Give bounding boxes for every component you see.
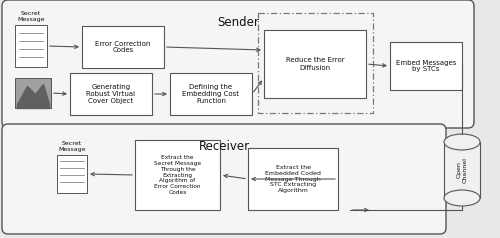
Ellipse shape	[444, 134, 480, 150]
Bar	[248, 148, 338, 210]
Bar	[390, 42, 462, 90]
Bar	[170, 73, 252, 115]
Bar	[135, 140, 220, 210]
Text: Defining the
Embedding Cost
Function: Defining the Embedding Cost Function	[182, 84, 240, 104]
Text: Reduce the Error
Diffusion: Reduce the Error Diffusion	[286, 58, 344, 70]
Text: Receiver: Receiver	[198, 140, 250, 153]
Bar	[264, 30, 366, 98]
Bar	[82, 26, 164, 68]
Bar	[444, 142, 480, 198]
Ellipse shape	[444, 190, 480, 206]
Bar	[258, 13, 373, 113]
FancyBboxPatch shape	[2, 0, 474, 128]
Bar	[15, 78, 51, 108]
Text: Embed Messages
by STCs: Embed Messages by STCs	[396, 60, 456, 73]
Text: Extract the
Secret Message
Through the
Extracting
Algorithm of
Error Correction
: Extract the Secret Message Through the E…	[154, 155, 201, 195]
Text: Secret
Message: Secret Message	[58, 141, 86, 152]
Bar	[70, 73, 152, 115]
Text: Secret
Message: Secret Message	[17, 11, 45, 22]
Text: Open
Channel: Open Channel	[456, 157, 468, 183]
Text: Sender: Sender	[217, 16, 259, 29]
Text: Error Correction
Codes: Error Correction Codes	[96, 40, 150, 54]
Bar	[15, 25, 47, 67]
Text: Generating
Robust Virtual
Cover Object: Generating Robust Virtual Cover Object	[86, 84, 136, 104]
Bar	[57, 155, 87, 193]
FancyBboxPatch shape	[2, 124, 446, 234]
Text: Extract the
Embedded Coded
Message Through
STC Extracting
Algorithm: Extract the Embedded Coded Message Throu…	[265, 165, 321, 193]
